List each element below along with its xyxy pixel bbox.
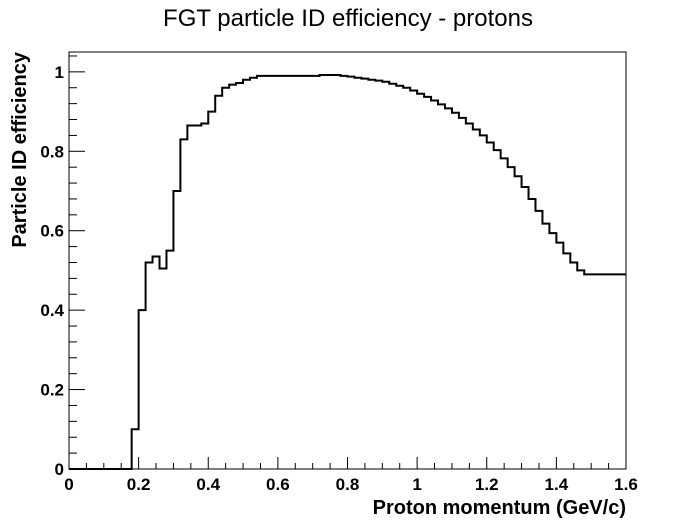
y-tick-label: 0 xyxy=(55,460,64,479)
x-tick-label: 1.6 xyxy=(614,475,638,494)
x-axis: 0 0.2 0.4 0.6 0.8 1 1.2 1.4 1.6 xyxy=(64,457,638,494)
y-tick-label: 0.8 xyxy=(40,142,64,161)
x-tick-label: 0.4 xyxy=(196,475,220,494)
x-tick-label: 1.4 xyxy=(545,475,569,494)
x-tick-label: 0.6 xyxy=(266,475,290,494)
x-tick-label: 0.2 xyxy=(127,475,151,494)
x-axis-title: Proton momentum (GeV/c) xyxy=(373,497,626,519)
chart-title: FGT particle ID efficiency - protons xyxy=(163,5,533,32)
x-tick-label: 0.8 xyxy=(336,475,360,494)
y-tick-label: 0.2 xyxy=(40,381,64,400)
y-tick-label: 0.6 xyxy=(40,222,64,241)
x-tick-label: 1.2 xyxy=(475,475,499,494)
series-line xyxy=(69,74,626,470)
x-tick-label: 0 xyxy=(64,475,73,494)
y-tick-label: 0.4 xyxy=(40,301,64,320)
x-tick-label: 1 xyxy=(412,475,421,494)
y-axis-title: Particle ID efficiency xyxy=(9,51,31,248)
y-tick-label: 1 xyxy=(55,63,64,82)
y-axis: 0 0.2 0.4 0.6 0.8 1 xyxy=(40,55,85,479)
